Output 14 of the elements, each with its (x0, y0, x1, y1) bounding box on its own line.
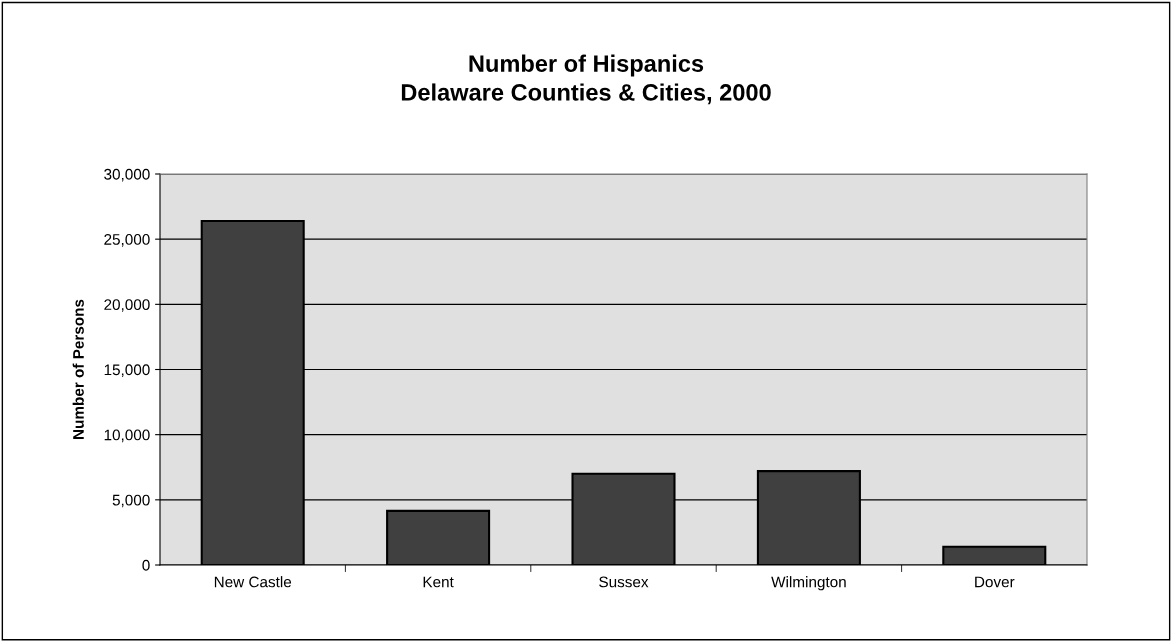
y-tick-label: 0 (142, 559, 150, 571)
x-tick-label: Kent (423, 576, 454, 588)
y-tick-label: 15,000 (104, 364, 150, 377)
y-tick-label: 20,000 (104, 299, 150, 312)
y-tick-label: 25,000 (104, 234, 150, 247)
y-axis-title: Number of Persons (72, 299, 84, 439)
x-tick-label: Dover (975, 576, 1015, 588)
y-tick-label: 10,000 (104, 429, 150, 443)
x-tick-label: Sussex (599, 576, 649, 588)
x-tick-label: Wilmington (771, 576, 846, 591)
y-tick-label: 30,000 (104, 168, 150, 182)
y-tick-label: 5,000 (112, 494, 150, 508)
chart-title: Number of Hispanics Delaware Counties & Cities, 2000 (401, 54, 771, 105)
x-tick-label: New Castle (214, 576, 292, 588)
